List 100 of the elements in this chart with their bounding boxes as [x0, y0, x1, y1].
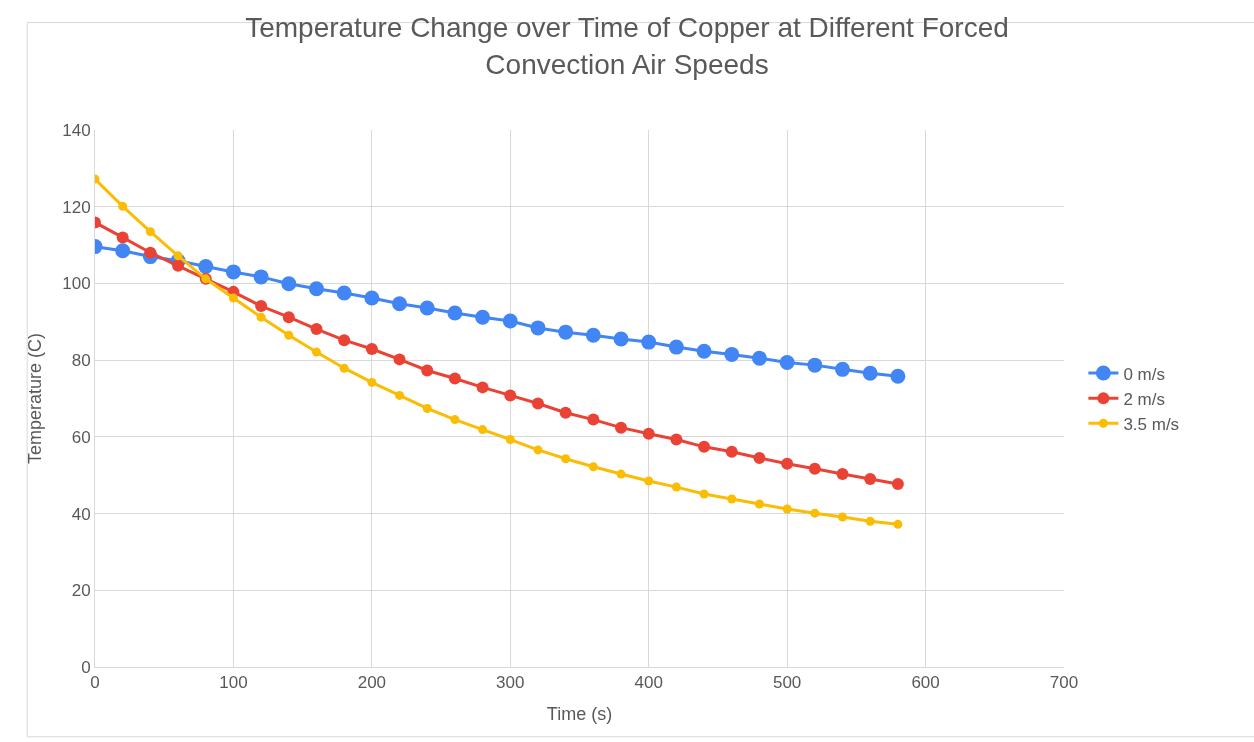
point	[281, 276, 297, 292]
point	[862, 365, 878, 381]
y-axis-title: Temperature (C)	[25, 332, 46, 465]
point	[725, 445, 738, 458]
point	[118, 201, 128, 211]
legend-label: 2 m/s	[1123, 389, 1165, 409]
point	[447, 305, 463, 321]
point	[781, 457, 794, 470]
point	[865, 516, 875, 526]
x-tick-label: 100	[219, 673, 248, 693]
point	[225, 264, 241, 280]
point	[615, 421, 628, 434]
point	[502, 313, 518, 329]
point	[558, 324, 574, 340]
point	[642, 427, 655, 440]
point	[836, 468, 849, 481]
point	[696, 343, 712, 359]
point	[198, 259, 214, 275]
point	[670, 433, 683, 446]
point	[282, 311, 295, 324]
point	[367, 377, 377, 387]
point	[365, 343, 378, 356]
point	[393, 353, 406, 366]
y-tick-label: 40	[71, 504, 91, 524]
point	[395, 390, 405, 400]
chart-title: Temperature Change over Time of Copper at Different Forced Convection Air Speeds	[245, 12, 1009, 80]
point	[724, 346, 740, 362]
legend-label: 3.5 m/s	[1123, 414, 1180, 434]
x-tick-label: 400	[634, 673, 663, 693]
point	[613, 331, 629, 347]
point	[585, 327, 601, 343]
point	[116, 231, 129, 244]
point	[559, 406, 572, 419]
point	[392, 296, 408, 312]
point	[807, 357, 823, 373]
x-tick-label: 300	[496, 673, 525, 693]
point	[475, 309, 491, 325]
point	[504, 389, 517, 402]
point	[228, 293, 238, 303]
point	[144, 246, 157, 259]
y-tick-label: 140	[62, 120, 91, 140]
y-tick-label: 60	[71, 427, 91, 447]
point	[893, 519, 903, 529]
point	[753, 451, 766, 464]
point	[782, 504, 792, 514]
point	[530, 320, 546, 336]
x-tick-label: 700	[1049, 673, 1079, 693]
point	[256, 312, 266, 322]
point	[505, 435, 515, 445]
point	[255, 300, 268, 313]
point	[699, 489, 709, 499]
point	[145, 227, 155, 237]
y-tick-label: 100	[62, 274, 91, 294]
point	[478, 425, 488, 435]
point	[421, 364, 434, 377]
point	[668, 339, 684, 355]
point	[808, 462, 821, 475]
x-tick-label: 600	[911, 673, 940, 693]
point	[754, 499, 764, 509]
point	[422, 403, 432, 413]
point	[476, 381, 489, 394]
point	[588, 462, 598, 472]
legend-label: 0 m/s	[1123, 364, 1165, 384]
x-tick-label: 500	[772, 673, 802, 693]
point	[616, 469, 626, 479]
y-tick-label: 20	[71, 581, 91, 601]
point	[115, 243, 131, 259]
x-axis-title: Time (s)	[546, 703, 613, 724]
point	[450, 415, 460, 425]
point	[864, 473, 877, 486]
point	[339, 363, 349, 373]
point	[311, 347, 321, 357]
point	[751, 350, 767, 366]
point	[641, 334, 657, 350]
point	[727, 494, 737, 504]
point	[336, 285, 352, 301]
point	[419, 300, 435, 316]
y-tick-label: 0	[81, 657, 91, 677]
point	[835, 361, 851, 377]
point	[810, 508, 820, 518]
point	[309, 281, 324, 297]
point	[253, 269, 269, 285]
point	[644, 476, 654, 486]
point	[310, 323, 323, 336]
point	[891, 478, 904, 491]
point	[448, 372, 461, 385]
point	[531, 397, 544, 410]
y-tick-label: 120	[62, 197, 91, 217]
x-tick-label: 200	[357, 673, 387, 693]
point	[587, 413, 600, 426]
point	[779, 354, 795, 370]
point	[838, 512, 848, 522]
point	[338, 334, 351, 347]
point	[671, 482, 681, 492]
point	[284, 330, 294, 340]
y-tick-label: 80	[71, 351, 91, 371]
point	[172, 259, 185, 272]
point	[533, 445, 543, 455]
point	[561, 454, 571, 464]
point	[698, 440, 711, 453]
